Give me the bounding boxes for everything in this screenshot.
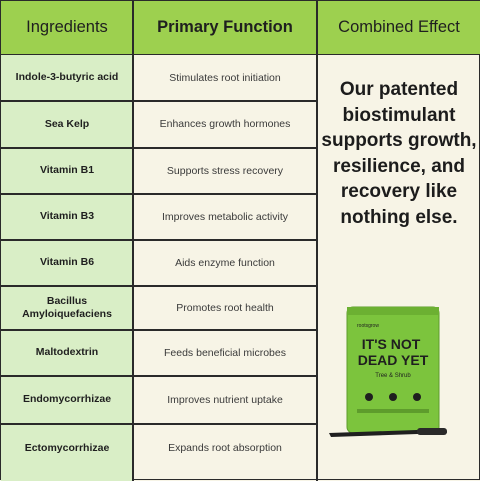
ingredient-cell: Maltodextrin — [35, 346, 99, 358]
header-combined-effect: Combined Effect — [317, 1, 480, 55]
product-bag-image: rootsgrow IT'S NOT DEAD YET Tree & Shrub — [329, 306, 447, 437]
function-cell: Promotes root health — [176, 301, 274, 314]
row-divider — [1, 375, 317, 377]
row-divider — [1, 329, 317, 331]
function-cell: Improves metabolic activity — [161, 210, 289, 223]
ingredient-cell: Bacillus Amyloiquefaciens — [22, 294, 112, 320]
row-divider — [1, 193, 317, 195]
ingredient-cell: Endomycorrhizae — [22, 393, 112, 405]
ingredient-cell: Ectomycorrhizae — [24, 441, 110, 454]
row-divider — [1, 100, 317, 102]
ingredient-cell: Indole-3-butyric acid — [15, 71, 119, 83]
bag-label-strip — [357, 409, 429, 413]
divider-1 — [132, 1, 134, 481]
combined-effect-text: Our patented biostimulant supports growt… — [321, 79, 477, 228]
bag-title: IT'S NOT DEAD YET — [358, 336, 429, 368]
bag-icon — [413, 393, 421, 401]
row-divider — [1, 239, 317, 241]
bag-brand: rootsgrow — [357, 323, 379, 329]
divider-2 — [316, 1, 318, 481]
header-primary-function: Primary Function — [133, 1, 317, 55]
ingredients-column-bg — [1, 55, 133, 481]
bag-icon — [365, 393, 373, 401]
function-cell: Improves nutrient uptake — [167, 393, 283, 406]
bag-seal — [347, 307, 439, 315]
function-cell: Enhances growth hormones — [159, 118, 291, 130]
ingredient-cell: Vitamin B1 — [39, 164, 95, 176]
bag-subtitle: Tree & Shrub — [375, 373, 411, 379]
row-divider — [1, 423, 317, 425]
row-divider — [1, 285, 317, 287]
function-cell: Supports stress recovery — [166, 164, 284, 177]
function-cell: Expands root absorption — [168, 442, 282, 454]
ingredient-cell: Vitamin B6 — [39, 256, 95, 268]
header-ingredients: Ingredients — [1, 1, 133, 55]
function-cell: Stimulates root initiation — [169, 71, 281, 84]
function-cell: Aids enzyme function — [175, 256, 275, 269]
bag-icon — [389, 393, 397, 401]
ingredient-cell: Vitamin B3 — [39, 210, 95, 222]
row-divider — [1, 147, 317, 149]
ingredient-cell: Sea Kelp — [44, 117, 90, 130]
probe-handle — [417, 428, 447, 435]
function-cell: Feeds beneficial microbes — [164, 346, 286, 359]
